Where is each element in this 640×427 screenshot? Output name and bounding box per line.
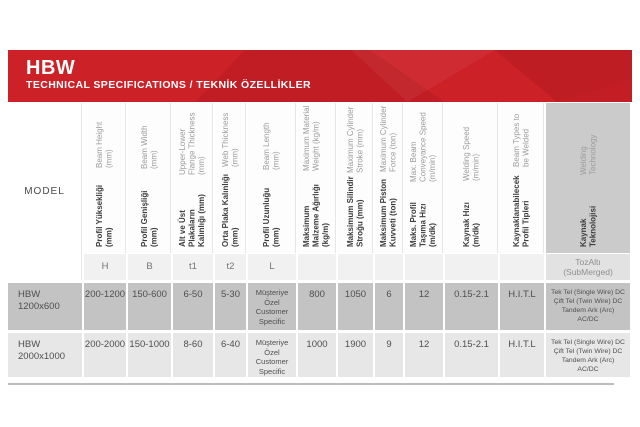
column-header-turkish: Maksimum Silindir Stroğu (mm) [345,176,365,247]
data-cell: Müşteriye Özel Customer Specific [248,333,296,377]
data-cell: 200-2000 [84,333,126,377]
column-header-turkish: Maksimum Piston Kuvveti (ton) [379,178,398,247]
column-header-turkish: Kaynak Teknolojisi [578,205,598,247]
model-cell: HBW 2000x1000 [8,333,82,377]
column-header-labels: Alt ve Üst Plakaların Kalınlığı (mm) Uppe… [178,105,207,247]
column-header-english: Beam Length (mm) [262,122,281,170]
column-subheader: t2 [215,254,246,280]
column-header: Profil Uzunluğu (mm) Beam Length (mm) [248,103,296,253]
column-header: Maksimum Silindir Stroğu (mm) Maximum Cyl… [338,103,373,253]
column-header-turkish: Kaynaklanabilecek Profil Tipleri [512,175,531,247]
column-header-english: Web Thickness (mm) [220,113,240,168]
column-header-english: Beam Height (mm) [95,121,114,168]
data-cell: 6-50 [173,283,213,330]
column-header-english: Maximum Material Weight (kg/m) [302,105,321,172]
column-subheader [375,254,403,280]
column-header-english: Beam Width (mm) [139,125,159,169]
column-header: Profil Genişliği (mm) Beam Width (mm) [128,103,171,253]
column-header: Profil Yüksekliği (mm) Beam Height (mm) [84,103,126,253]
column-header-turkish: Orta Plaka Kalınlığı (mm) [220,174,240,247]
column-header-turkish: Kaynak Hızı (m/dk) [461,202,481,247]
data-cell: 800 [298,283,336,330]
data-cell: 150-1000 [128,333,171,377]
column-header-labels: Profil Yüksekliği (mm) Beam Height (mm) [95,105,114,247]
column-header-labels: Profil Genişliği (mm) Beam Width (mm) [140,105,159,247]
column-header: Maksimum Piston Kuvveti (ton) Maximum Cyl… [375,103,403,253]
spec-table-header: MODEL Profil Yüksekliği (mm) Beam Height … [8,103,630,280]
data-cell: 8-60 [173,333,213,377]
column-header-turkish: Profil Yüksekliği (mm) [95,184,114,247]
data-cell: Tek Tel (Single Wire) DC Çift Tel (Twin … [546,283,630,330]
column-subheader: TozAltı (SubMerged) [546,254,630,280]
column-header-english: Max. Beam Conveyance Speed (m/min) [409,112,438,183]
column-header-english: Upper-Lower Flange Thickness (mm) [178,112,207,176]
column-header-labels: Maks. Profil Taşıma Hızı (m/dk) Max. Beam… [409,105,438,248]
column-header-labels: Kaynaklanabilecek Profil Tipleri Beam Typ… [512,105,531,247]
data-cell: 12 [405,333,443,377]
column-header-turkish: Alt ve Üst Plakaların Kalınlığı (mm) [178,194,207,247]
data-cell: 6-40 [215,333,246,377]
column-header-labels: Maksimum Piston Kuvveti (ton) Maximum Cyl… [379,105,398,247]
column-header: Kaynaklanabilecek Profil Tipleri Beam Typ… [500,103,544,253]
column-subheader [445,254,498,280]
data-cell: 9 [375,333,403,377]
data-cell: 1900 [338,333,373,377]
column-header: Maksimum Malzeme Ağırlığı (kg/m) Maximum … [298,103,336,253]
data-cell: 5-30 [215,283,246,330]
banner-subtitle: TECHNICAL SPECIFICATIONS / TEKNİK ÖZELLİ… [26,79,311,91]
column-header-turkish: Maksimum Malzeme Ağırlığı (kg/m) [302,184,331,247]
column-header: Maks. Profil Taşıma Hızı (m/dk) Max. Beam… [405,103,443,253]
column-subheader [338,254,373,280]
column-header: Kaynak Teknolojisi Welding Technology [546,103,630,253]
data-cell: 1000 [298,333,336,377]
column-subheader [500,254,544,280]
table-row: HBW 1200x600 200-1200 150-600 6-50 5-30 Müşte… [8,283,630,330]
data-cell: H.I.T.L [500,333,544,377]
data-cell: H.I.T.L [500,283,544,330]
column-header: Alt ve Üst Plakaların Kalınlığı (mm) Uppe… [173,103,213,253]
column-subheader [298,254,336,280]
spec-table: MODEL Profil Yüksekliği (mm) Beam Height … [8,103,630,377]
column-header-labels: Orta Plaka Kalınlığı (mm) Web Thickness (… [221,105,240,247]
column-header-english: Beam Types to be Welded [512,113,531,167]
data-cell: Müşteriye Özel Customer Specific [248,283,296,330]
column-header-turkish: Profil Uzunluğu (mm) [262,187,281,247]
data-cell: 6 [375,283,403,330]
column-header-labels: Maksimum Silindir Stroğu (mm) Maximum Cyl… [346,105,365,247]
model-column-header: MODEL [8,103,82,280]
table-row: HBW 2000x1000 200-2000 150-1000 8-60 6-40 Müş… [8,333,630,377]
column-header-labels: Profil Uzunluğu (mm) Beam Length (mm) [262,105,281,247]
title-banner: HBW TECHNICAL SPECIFICATIONS / TEKNİK ÖZ… [8,50,632,102]
model-cell: HBW 1200x600 [8,283,82,330]
column-header: Orta Plaka Kalınlığı (mm) Web Thickness (… [215,103,246,253]
data-cell: 200-1200 [84,283,126,330]
data-cell: 0.15-2.1 [445,333,498,377]
data-cell: 12 [405,283,443,330]
column-subheader: H [84,254,126,280]
bottom-divider [8,383,614,385]
column-header-english: Welding Technology [578,134,598,176]
column-subheader: L [248,254,296,280]
column-header-labels: Maksimum Malzeme Ağırlığı (kg/m) Maximum … [302,105,331,247]
column-subheader [405,254,443,280]
column-header-english: Maximum Cylinder Stroke (mm) [345,106,365,174]
data-cell: 150-600 [128,283,171,330]
column-header: Kaynak Hızı (m/dk) Welding Speed (m/min) [445,103,498,253]
column-header-turkish: Maks. Profil Taşıma Hızı (m/dk) [409,202,438,247]
column-header-english: Welding Speed (m/min) [461,126,481,182]
column-subheader: B [128,254,171,280]
column-header-labels: Kaynak Teknolojisi Welding Technology [579,105,598,247]
data-cell: Tek Tel (Single Wire) DC Çift Tel (Twin … [546,333,630,377]
data-cell: 1050 [338,283,373,330]
column-header-turkish: Profil Genişliği (mm) [139,190,159,247]
data-cell: 0.15-2.1 [445,283,498,330]
column-header-english: Maximum Cylinder Force (ton) [379,105,398,172]
column-header-labels: Kaynak Hızı (m/dk) Welding Speed (m/min) [462,105,481,247]
column-subheader: t1 [173,254,213,280]
product-title: HBW [26,57,76,79]
